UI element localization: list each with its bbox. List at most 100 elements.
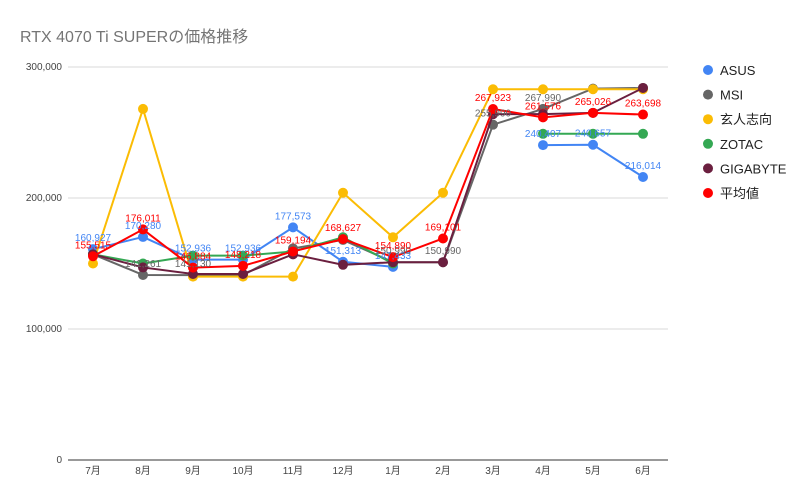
legend-label: GIGABYTE: [720, 161, 787, 176]
data-point: [638, 128, 648, 139]
data-label: 267,990: [525, 93, 562, 104]
y-tick-label: 300,000: [26, 62, 63, 73]
data-label: 155,515: [75, 240, 112, 251]
legend: ASUS MSI 玄人志向 ZOTAC GIGABYTE 平均値: [703, 63, 787, 201]
legend-label: 玄人志向: [720, 112, 772, 127]
x-tick-label: 3月: [485, 465, 501, 477]
x-tick-label: 12月: [332, 465, 353, 477]
series-line: [92, 88, 643, 278]
x-tick-label: 5月: [585, 465, 601, 477]
data-label: 147,433: [375, 251, 412, 262]
legend-item: 平均値: [703, 186, 759, 201]
data-point: [588, 107, 598, 118]
data-label: 146,884: [175, 252, 212, 263]
data-point: [488, 84, 498, 95]
y-axis-ticks: 0 100,000 200,000 300,000: [26, 62, 63, 466]
y-tick-label: 0: [56, 455, 62, 466]
data-label: 240,657: [575, 129, 612, 140]
series-line: [92, 87, 644, 275]
data-point: [138, 224, 148, 235]
data-label: 152,936: [225, 244, 262, 255]
legend-swatch: [703, 188, 713, 198]
series-平均値: [88, 104, 648, 273]
data-label: 263,698: [625, 99, 662, 110]
data-point: [388, 232, 398, 243]
data-point: [538, 112, 548, 123]
x-axis-ticks: 7月 8月 9月 10月 11月 12月 1月 2月 3月 4月 5月 6月: [85, 465, 651, 477]
y-tick-label: 200,000: [26, 193, 63, 204]
data-label: 169,101: [425, 222, 462, 233]
data-point: [138, 269, 148, 280]
data-label: 141,130: [175, 259, 212, 270]
data-label: 141,261: [125, 259, 162, 270]
legend-swatch: [703, 163, 713, 174]
data-point: [588, 84, 598, 95]
data-point: [238, 250, 248, 261]
x-tick-label: 1月: [385, 465, 401, 477]
data-point: [538, 128, 548, 139]
data-point: [638, 172, 648, 183]
legend-label: ZOTAC: [720, 137, 763, 152]
legend-swatch: [703, 89, 713, 100]
data-point: [138, 103, 148, 114]
data-point: [588, 128, 598, 139]
data-point: [288, 222, 298, 233]
data-point: [588, 139, 598, 150]
data-labels: 160,927 170,280 152,936 152,936 177,573 151,3…: [75, 93, 662, 270]
legend-label: 平均値: [720, 186, 759, 201]
data-point: [188, 250, 198, 261]
data-label: 148,218: [225, 250, 262, 261]
data-point: [438, 233, 448, 244]
legend-swatch: [703, 65, 713, 75]
data-point: [288, 271, 298, 282]
data-label: 267,923: [475, 93, 512, 104]
data-point: [538, 84, 548, 95]
data-label: 216,014: [625, 161, 662, 172]
data-point: [188, 262, 198, 273]
x-tick-label: 9月: [185, 465, 201, 477]
x-tick-label: 8月: [135, 465, 151, 477]
series-lines: [88, 82, 648, 282]
data-point: [388, 252, 398, 263]
data-label: 177,573: [275, 211, 312, 222]
x-tick-label: 2月: [435, 465, 451, 477]
legend-item: ZOTAC: [703, 137, 763, 152]
data-label: 151,313: [325, 246, 362, 257]
legend-item: 玄人志向: [703, 112, 772, 127]
data-label: 160,927: [75, 233, 112, 244]
data-label: 240,407: [525, 129, 562, 140]
data-point: [438, 257, 448, 268]
data-point: [438, 187, 448, 198]
x-tick-label: 6月: [635, 465, 651, 477]
legend-swatch: [703, 138, 713, 149]
x-tick-label: 7月: [85, 465, 101, 477]
series-line: [92, 107, 644, 269]
data-point: [538, 140, 548, 151]
data-point: [488, 104, 498, 115]
legend-label: MSI: [720, 88, 743, 103]
y-tick-label: 100,000: [26, 324, 63, 335]
data-point: [638, 109, 648, 120]
data-point: [88, 258, 98, 269]
legend-label: ASUS: [720, 63, 756, 78]
data-label: 255,990: [475, 109, 512, 120]
gridlines: [68, 66, 668, 461]
data-point: [238, 268, 248, 279]
x-tick-label: 4月: [535, 465, 551, 477]
data-point: [638, 82, 648, 93]
data-point: [338, 234, 348, 245]
legend-swatch: [703, 114, 713, 125]
data-label: 261,576: [525, 101, 562, 112]
data-label: 150,990: [425, 246, 462, 257]
chart-title: RTX 4070 Ti SUPERの価格推移: [20, 28, 248, 46]
data-label: 170,280: [125, 221, 162, 232]
x-tick-label: 10月: [232, 465, 253, 477]
data-point: [138, 231, 148, 242]
data-label: 159,194: [275, 235, 312, 246]
data-label: 176,011: [125, 213, 161, 224]
data-label: 168,627: [325, 223, 362, 234]
data-point: [338, 259, 348, 270]
data-point: [238, 260, 248, 271]
data-label: 154,890: [375, 241, 412, 252]
